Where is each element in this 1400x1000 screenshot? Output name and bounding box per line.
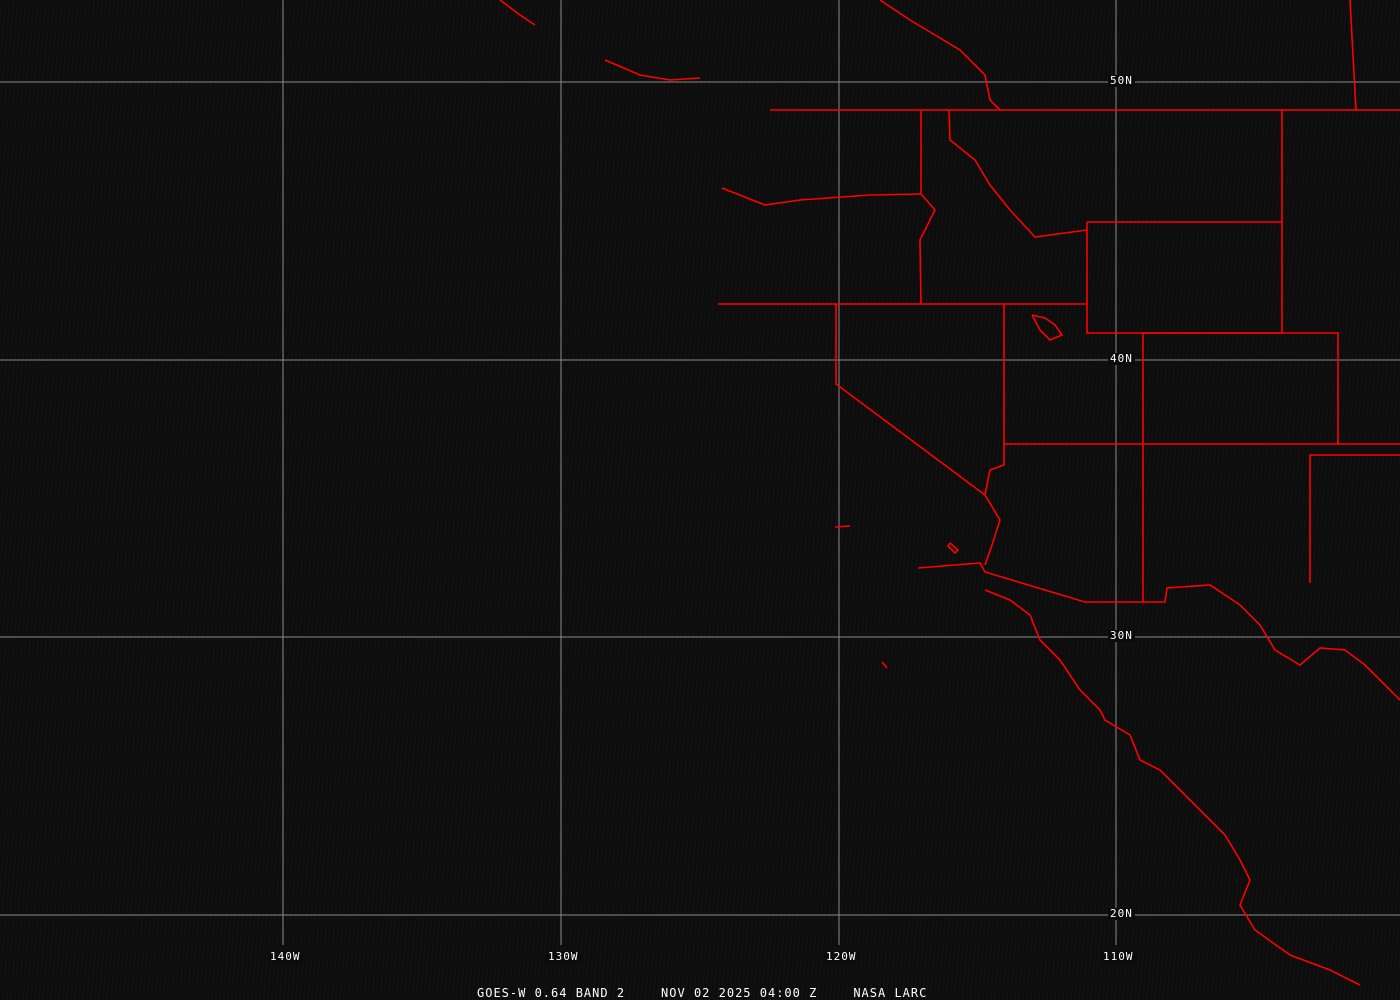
border-mt-canada (1349, 0, 1357, 111)
caption-product: GOES-W 0.64 BAND 2 (477, 986, 626, 1000)
caption-source: NASA LARC (853, 986, 928, 1000)
lon-label-120w: 120W (824, 950, 859, 963)
border-co (1143, 332, 1339, 444)
image-caption: GOES-W 0.64 BAND 2 NOV 02 2025 04:00 Z NAS… (477, 986, 963, 1000)
lat-label-30n: 30N (1108, 629, 1135, 642)
lat-lon-grid (0, 0, 1400, 945)
border-id-mt (948, 109, 1088, 238)
border-ca-nv (835, 304, 1001, 566)
lon-label-110w: 110W (1101, 950, 1136, 963)
coastline-bc (604, 59, 701, 81)
border-wa-or (721, 187, 923, 206)
lat-label-40n: 40N (1108, 352, 1135, 365)
border-nm-tx (1309, 454, 1400, 583)
border-us-mexico (917, 562, 1400, 701)
border-id-west (919, 110, 936, 305)
lon-label-140w: 140W (268, 950, 303, 963)
caption-datetime: NOV 02 2025 04:00 Z (661, 986, 818, 1000)
coastline-west (499, 0, 536, 26)
coastline-mexico (984, 589, 1361, 986)
boundaries (499, 0, 1400, 986)
great-salt-lake (1031, 314, 1064, 341)
lat-label-20n: 20N (1108, 907, 1135, 920)
islands-mexico (881, 661, 888, 669)
border-nv-ut (984, 304, 1005, 496)
border-alaska-bc (879, 0, 1001, 111)
lon-label-130w: 130W (546, 950, 581, 963)
salton-sea (946, 542, 960, 555)
channel-islands (834, 525, 851, 528)
lat-label-50n: 50N (1108, 74, 1135, 87)
